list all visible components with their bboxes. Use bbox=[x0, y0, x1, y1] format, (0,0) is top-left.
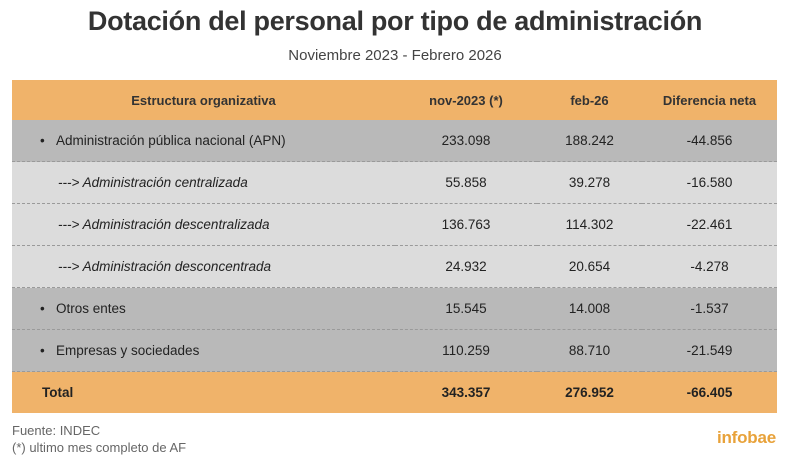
row-label: • Otros entes bbox=[12, 287, 395, 330]
bullet-icon: • bbox=[40, 343, 45, 358]
total-diferencia: -66.405 bbox=[686, 385, 733, 400]
table-row: • Empresas y sociedades 110.259 88.710 -2… bbox=[12, 329, 777, 372]
infobae-logo: infobae bbox=[716, 428, 776, 447]
table-row: ---> Administración desconcentrada 24.93… bbox=[12, 245, 777, 288]
source-note: Fuente: INDEC bbox=[12, 423, 101, 438]
cell-feb-26: 39.278 bbox=[537, 161, 642, 204]
column-header: nov-2023 (*) bbox=[429, 92, 503, 108]
cell-feb-26: 188.242 bbox=[537, 120, 642, 162]
column-header: feb-26 bbox=[570, 92, 609, 108]
cell-feb-26: 20.654 bbox=[537, 245, 642, 288]
cell-diferencia: -21.549 bbox=[642, 329, 777, 372]
cell-feb-26: 14.008 bbox=[537, 287, 642, 330]
cell-diferencia: -22.461 bbox=[642, 203, 777, 246]
footer: Fuente: INDEC (*) ultimo mes completo de… bbox=[12, 422, 186, 456]
row-label-text: Otros entes bbox=[56, 301, 126, 316]
cell-nov-2023: 55.858 bbox=[395, 161, 537, 204]
total-label: Total bbox=[42, 385, 74, 400]
total-feb-26: 276.952 bbox=[565, 385, 614, 400]
page-title: Dotación del personal por tipo de admini… bbox=[87, 6, 703, 36]
data-table: Estructura organizativa nov-2023 (*) feb… bbox=[12, 80, 777, 413]
column-header: Diferencia neta bbox=[662, 92, 757, 108]
cell-nov-2023: 110.259 bbox=[395, 329, 537, 372]
row-label-text: ---> Administración centralizada bbox=[12, 161, 395, 204]
cell-feb-26: 114.302 bbox=[537, 203, 642, 246]
cell-nov-2023: 136.763 bbox=[395, 203, 537, 246]
cell-nov-2023: 15.545 bbox=[395, 287, 537, 330]
cell-feb-26: 88.710 bbox=[537, 329, 642, 372]
table-row: ---> Administración descentralizada 136.… bbox=[12, 203, 777, 246]
cell-diferencia: -4.278 bbox=[642, 245, 777, 288]
row-label: • Administración pública nacional (APN) bbox=[12, 120, 395, 162]
row-label-text: Administración pública nacional (APN) bbox=[56, 133, 286, 148]
table-row: • Otros entes 15.545 14.008 -1.537 bbox=[12, 287, 777, 330]
total-nov-2023: 343.357 bbox=[441, 385, 491, 400]
cell-nov-2023: 233.098 bbox=[395, 120, 537, 162]
table-row: ---> Administración centralizada 55.858 … bbox=[12, 161, 777, 204]
row-label: • Empresas y sociedades bbox=[12, 329, 395, 372]
row-label-text: Empresas y sociedades bbox=[56, 343, 200, 358]
bullet-icon: • bbox=[40, 133, 45, 148]
page-subtitle: Noviembre 2023 - Febrero 2026 bbox=[288, 47, 502, 64]
row-label-text: ---> Administración descentralizada bbox=[12, 203, 395, 246]
cell-diferencia: -16.580 bbox=[642, 161, 777, 204]
cell-diferencia: -1.537 bbox=[642, 287, 777, 330]
row-label-text: ---> Administración desconcentrada bbox=[12, 245, 395, 288]
table-row: • Administración pública nacional (APN) 2… bbox=[12, 120, 777, 162]
footnote: (*) ultimo mes completo de AF bbox=[12, 440, 187, 455]
bullet-icon: • bbox=[40, 301, 45, 316]
table-total-row: Total 343.357 276.952 -66.405 bbox=[12, 371, 777, 413]
cell-diferencia: -44.856 bbox=[642, 120, 777, 162]
table-header-row: Estructura organizativa nov-2023 (*) feb… bbox=[12, 80, 777, 120]
data-table-container: Estructura organizativa nov-2023 (*) feb… bbox=[12, 80, 777, 413]
cell-nov-2023: 24.932 bbox=[395, 245, 537, 288]
column-header: Estructura organizativa bbox=[131, 92, 276, 108]
